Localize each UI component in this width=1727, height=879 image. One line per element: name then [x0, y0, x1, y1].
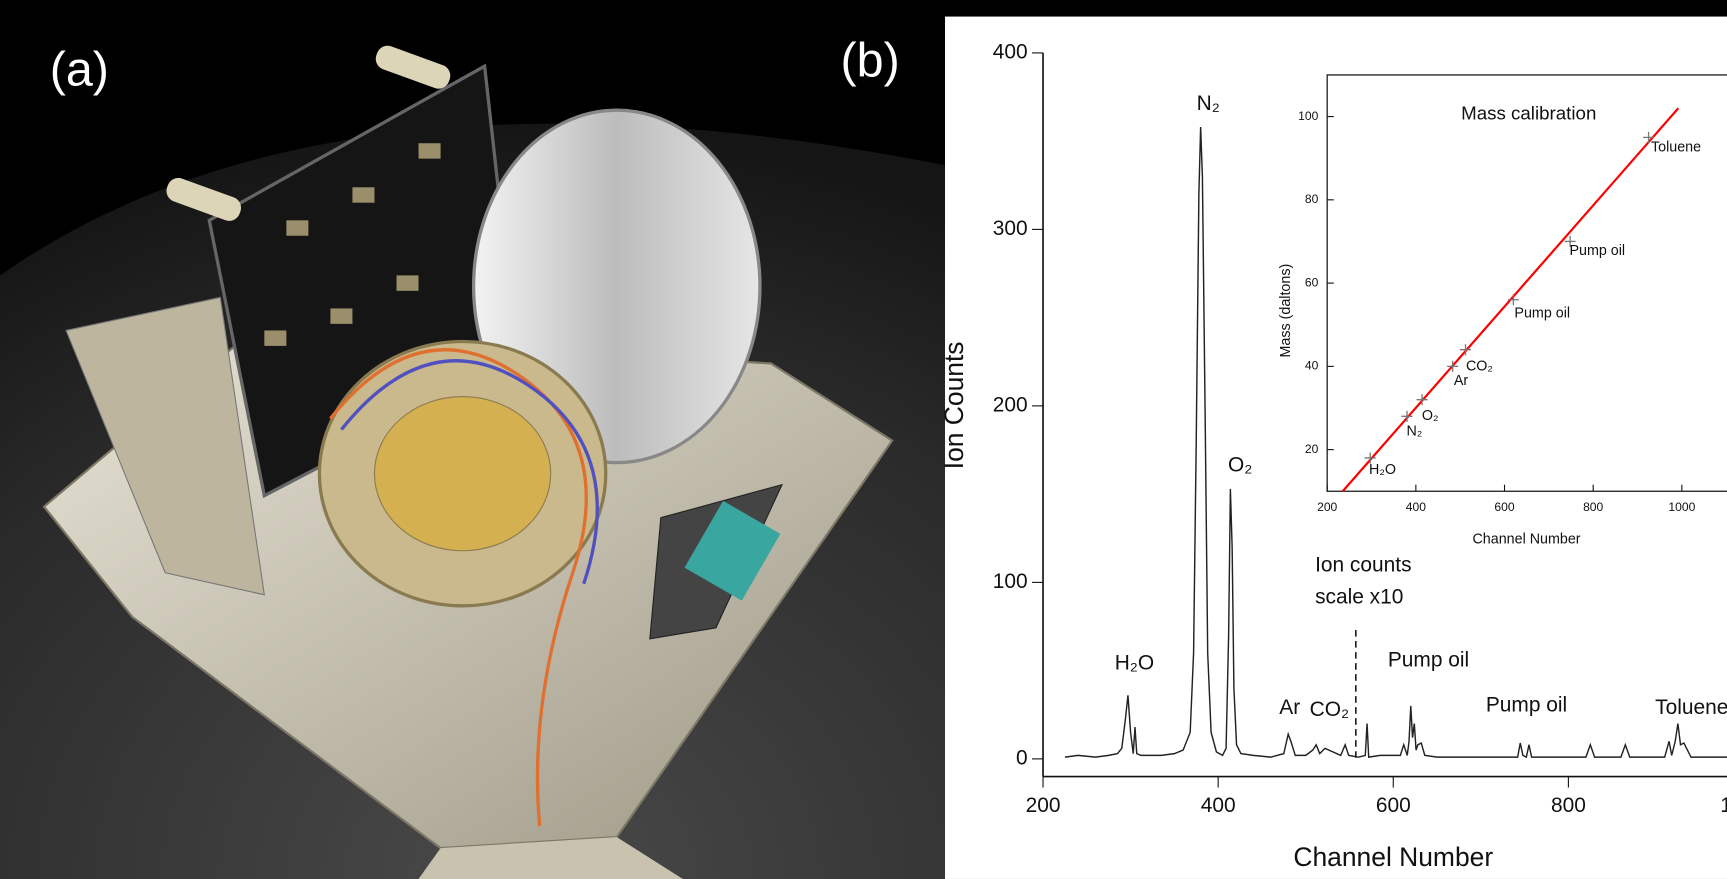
- annotation: Pump oil: [1388, 648, 1469, 671]
- annotation: Pump oil: [1486, 694, 1567, 717]
- panel-label: (a): [50, 43, 109, 97]
- y-tick-label: 40: [1305, 359, 1319, 373]
- x-tick-label: 200: [1317, 500, 1337, 514]
- data-point: [1564, 235, 1576, 247]
- point-label: Toluene: [1651, 139, 1701, 155]
- y-tick-label: 200: [993, 393, 1028, 416]
- annotation: Toluene: [1655, 696, 1727, 719]
- data-point: [1416, 394, 1428, 406]
- x-axis-label: Channel Number: [1293, 842, 1493, 872]
- chart: 0 100 200 300 400 200 400 600 800 1000 Channel Num…: [939, 40, 1727, 872]
- x-tick-label: 1000: [1720, 794, 1727, 817]
- annotation: N₂: [1197, 92, 1220, 115]
- x-tick-label: 400: [1406, 500, 1426, 514]
- x-tick-label: 600: [1376, 794, 1411, 817]
- x-axis-label: Channel Number: [1472, 532, 1580, 548]
- y-axis-label: Ion Counts: [939, 341, 969, 469]
- inset-title: Mass calibration: [1461, 103, 1596, 124]
- y-tick-label: 0: [1016, 746, 1028, 769]
- y-tick-label: 100: [993, 570, 1028, 593]
- point-label: O₂: [1422, 408, 1439, 424]
- annotation: O₂: [1228, 453, 1252, 476]
- data-point: [1643, 131, 1655, 143]
- y-tick-label: 100: [1298, 109, 1318, 123]
- x-tick-label: 400: [1201, 794, 1236, 817]
- data-point: [1364, 452, 1376, 464]
- annotation: Ion counts: [1315, 554, 1411, 577]
- data-point: [1507, 294, 1519, 306]
- annotation: CO₂: [1310, 698, 1349, 721]
- y-tick-label: 60: [1305, 275, 1319, 289]
- point-label: Ar: [1454, 373, 1469, 389]
- y-axis-label: Mass (daltons): [1278, 264, 1294, 358]
- x-tick-label: 800: [1551, 794, 1586, 817]
- x-tick-label: 1000: [1668, 500, 1695, 514]
- photo: [0, 45, 946, 879]
- y-tick-label: 80: [1305, 192, 1319, 206]
- x-tick-label: 800: [1583, 500, 1603, 514]
- data-point: [1401, 410, 1413, 422]
- spectrum-line: [1064, 127, 1727, 759]
- y-tick-label: 20: [1305, 442, 1319, 456]
- point-label: Pump oil: [1514, 306, 1570, 322]
- x-tick-label: 600: [1494, 500, 1514, 514]
- point-label: H₂O: [1369, 462, 1396, 478]
- annotation: Ar: [1279, 696, 1300, 719]
- point-label: N₂: [1406, 424, 1422, 440]
- annotation: scale x10: [1315, 586, 1403, 609]
- x-tick-label: 200: [1026, 794, 1061, 817]
- y-tick-label: 400: [993, 40, 1028, 63]
- inset-frame: [1326, 74, 1727, 492]
- data-point: [1447, 360, 1459, 372]
- point-label: Pump oil: [1569, 243, 1625, 259]
- point-label: CO₂: [1466, 359, 1493, 375]
- annotation: H₂O: [1115, 652, 1154, 675]
- panel-label: (b): [840, 34, 899, 88]
- data-point: [1459, 344, 1472, 356]
- y-tick-label: 300: [993, 217, 1028, 240]
